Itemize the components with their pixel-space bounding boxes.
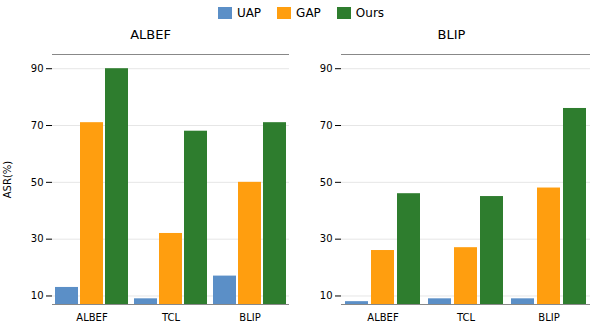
html-text:Ours: Ours [355, 6, 385, 20]
svg-text:ALBEF: ALBEF [76, 312, 108, 323]
svg-text:50: 50 [320, 177, 333, 188]
html-text:GAP: GAP [296, 6, 321, 20]
html-text:UAP: UAP [236, 6, 262, 20]
svg-text:BLIP: BLIP [538, 312, 559, 323]
svg-text:70: 70 [31, 120, 44, 131]
svg-text:10: 10 [31, 290, 44, 301]
svg-text:10: 10 [320, 290, 333, 301]
svg-text:70: 70 [320, 120, 333, 131]
svg-text:90: 90 [320, 63, 333, 74]
svg-text:ALBEF: ALBEF [367, 312, 399, 323]
html-text:BLIP: BLIP [437, 27, 466, 42]
svg-text:90: 90 [31, 63, 44, 74]
html-text:ALBEF: ALBEF [130, 27, 171, 42]
svg-text:TCL: TCL [456, 312, 476, 323]
svg-text:TCL: TCL [161, 312, 181, 323]
svg-text:50: 50 [31, 177, 44, 188]
svg-text:30: 30 [320, 233, 333, 244]
svg-text:30: 30 [31, 233, 44, 244]
svg-text:ASR(%): ASR(%) [2, 161, 13, 199]
svg-text:BLIP: BLIP [239, 312, 260, 323]
